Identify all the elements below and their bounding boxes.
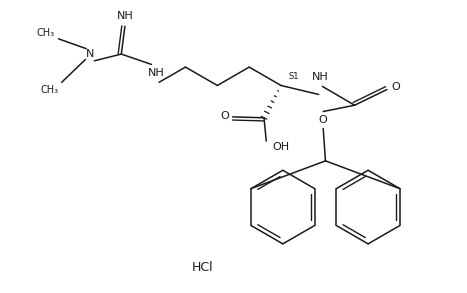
Text: OH: OH (272, 142, 289, 151)
Text: CH₃: CH₃ (37, 28, 55, 38)
Text: NH: NH (311, 71, 328, 81)
Text: N: N (86, 49, 94, 59)
Text: NH: NH (148, 68, 164, 78)
Text: NH: NH (117, 11, 133, 21)
Text: CH₃: CH₃ (40, 84, 58, 95)
Text: O: O (319, 115, 328, 125)
Text: O: O (391, 82, 400, 92)
Text: O: O (220, 111, 229, 121)
Text: S1: S1 (288, 72, 299, 81)
Text: HCl: HCl (191, 261, 213, 274)
